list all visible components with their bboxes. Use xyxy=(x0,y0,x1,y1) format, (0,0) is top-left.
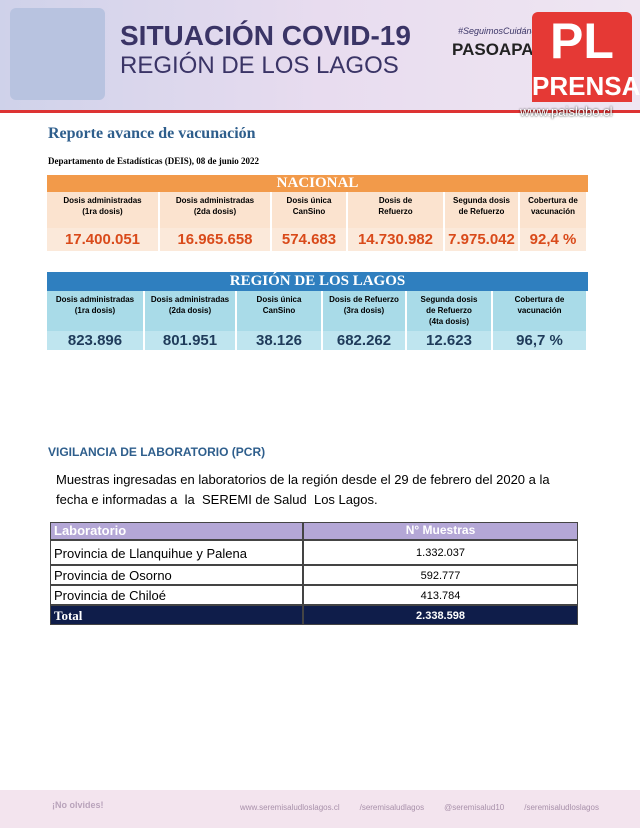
cell-count: 592.777 xyxy=(303,565,578,585)
hashtag: #SeguimosCuidándonos xyxy=(458,26,557,36)
table-header: Laboratorio N° Muestras xyxy=(50,522,578,540)
header-cell: Laboratorio xyxy=(50,522,303,540)
stat-label: Dosis única CanSino xyxy=(272,192,346,228)
stat-value: 38.126 xyxy=(237,331,321,350)
nacional-box: NACIONAL Dosis administradas (1ra dosis)… xyxy=(47,175,588,251)
report-source: Departamento de Estadísticas (DEIS), 08 … xyxy=(48,156,260,166)
stat-label: Cobertura de vacunación xyxy=(493,291,586,331)
stat-column: Dosis administradas (1ra dosis) 17.400.05… xyxy=(47,192,160,251)
cell-count: 2.338.598 xyxy=(303,605,578,625)
header-illustration xyxy=(10,8,105,100)
stat-label: Dosis administradas (1ra dosis) xyxy=(47,192,158,228)
stat-value: 801.951 xyxy=(145,331,235,350)
regional-title: REGIÓN DE LOS LAGOS xyxy=(47,272,588,291)
watermark-name: PRENSA xyxy=(532,70,640,102)
footer-link: www.seremisaludloslagos.cl xyxy=(240,803,340,812)
stat-label: Dosis de Refuerzo xyxy=(348,192,443,228)
nacional-columns: Dosis administradas (1ra dosis) 17.400.05… xyxy=(47,192,588,251)
stat-column: Cobertura de vacunación 96,7 % xyxy=(493,291,588,350)
stat-column: Dosis administradas (1ra dosis) 823.896 xyxy=(47,291,145,350)
stat-value: 14.730.982 xyxy=(348,228,443,251)
table-row: Provincia de Osorno 592.777 xyxy=(50,565,578,585)
stat-label: Segunda dosis de Refuerzo xyxy=(445,192,518,228)
footer-link: /seremisaludlagos xyxy=(359,803,425,812)
stat-label: Dosis administradas (2da dosis) xyxy=(160,192,270,228)
watermark-logo: PL xyxy=(532,12,632,70)
stat-label: Dosis administradas (1ra dosis) xyxy=(47,291,143,331)
lab-description: Muestras ingresadas en laboratorios de l… xyxy=(56,472,550,507)
total-row: Total 2.338.598 xyxy=(50,605,578,625)
cell-lab: Provincia de Llanquihue y Palena xyxy=(50,540,303,565)
stat-value: 92,4 % xyxy=(520,228,586,251)
stat-value: 682.262 xyxy=(323,331,405,350)
cell-lab: Provincia de Chiloé xyxy=(50,585,303,605)
stat-column: Dosis única CanSino 38.126 xyxy=(237,291,323,350)
brand: PASOAPASO xyxy=(452,40,559,59)
stat-column: Segunda dosis de Refuerzo 7.975.042 xyxy=(445,192,520,251)
header-title: SITUACIÓN COVID-19 xyxy=(120,20,411,51)
stat-label: Cobertura de vacunación xyxy=(520,192,586,228)
footer-links: www.seremisaludloslagos.cl/seremisaludla… xyxy=(240,803,599,812)
stat-label: Dosis única CanSino xyxy=(237,291,321,331)
stat-column: Dosis de Refuerzo (3ra dosis) 682.262 xyxy=(323,291,407,350)
cell-count: 413.784 xyxy=(303,585,578,605)
stat-label: Segunda dosis de Refuerzo (4ta dosis) xyxy=(407,291,491,331)
stat-value: 7.975.042 xyxy=(445,228,518,251)
table-row: Provincia de Chiloé 413.784 xyxy=(50,585,578,605)
stat-column: Dosis única CanSino 574.683 xyxy=(272,192,348,251)
header-rule xyxy=(0,110,640,113)
stat-value: 96,7 % xyxy=(493,331,586,350)
table-row: Provincia de Llanquihue y Palena 1.332.03… xyxy=(50,540,578,565)
stat-column: Cobertura de vacunación 92,4 % xyxy=(520,192,588,251)
stat-value: 12.623 xyxy=(407,331,491,350)
stat-value: 574.683 xyxy=(272,228,346,251)
cell-count: 1.332.037 xyxy=(303,540,578,565)
footer-link: /seremisaludloslagos xyxy=(524,803,599,812)
lab-title: VIGILANCIA DE LABORATORIO (PCR) xyxy=(48,445,266,459)
lab-table: Laboratorio N° Muestras Provincia de Llanq… xyxy=(50,522,578,625)
stat-value: 17.400.051 xyxy=(47,228,158,251)
header-subtitle: REGIÓN DE LOS LAGOS xyxy=(120,52,399,79)
footer: ¡No olvides! www.seremisaludloslagos.cl /… xyxy=(0,790,640,828)
watermark-url: www.paislobo.cl xyxy=(520,104,613,119)
stat-column: Dosis administradas (2da dosis) 16.965.65… xyxy=(160,192,272,251)
nacional-title: NACIONAL xyxy=(47,175,588,192)
watermark: PL PRENSA xyxy=(532,12,640,102)
footer-reminder: ¡No olvides! xyxy=(52,800,104,810)
stat-column: Dosis administradas (2da dosis) 801.951 xyxy=(145,291,237,350)
stat-value: 823.896 xyxy=(47,331,143,350)
footer-link: @seremisalud10 xyxy=(444,803,505,812)
cell-lab: Total xyxy=(50,605,303,625)
stat-label: Dosis administradas (2da dosis) xyxy=(145,291,235,331)
cell-lab: Provincia de Osorno xyxy=(50,565,303,585)
report-title: Reporte avance de vacunación xyxy=(48,125,256,142)
regional-box: REGIÓN DE LOS LAGOS Dosis administradas … xyxy=(47,272,588,350)
header-cell: N° Muestras xyxy=(303,522,578,540)
stat-column: Segunda dosis de Refuerzo (4ta dosis) 12.… xyxy=(407,291,493,350)
stat-column: Dosis de Refuerzo 14.730.982 xyxy=(348,192,445,251)
stat-label: Dosis de Refuerzo (3ra dosis) xyxy=(323,291,405,331)
regional-columns: Dosis administradas (1ra dosis) 823.896 Do… xyxy=(47,291,588,350)
stat-value: 16.965.658 xyxy=(160,228,270,251)
